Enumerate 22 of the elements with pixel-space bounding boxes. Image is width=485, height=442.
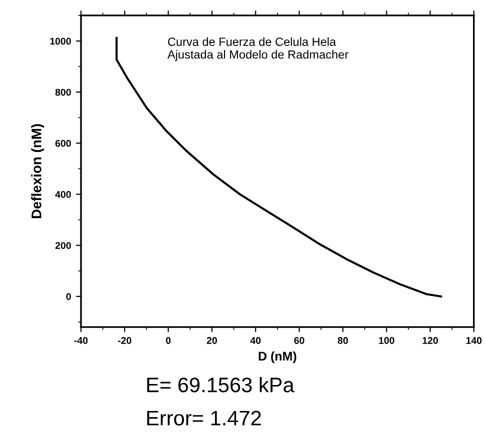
x-tick-label: 80 — [338, 337, 348, 344]
x-tick-label: -20 — [118, 337, 132, 344]
y-tick-label: 400 — [55, 190, 71, 198]
y-tick-label: 0 — [66, 293, 71, 300]
x-tick-label: 60 — [294, 337, 304, 344]
x-tick-label: 140 — [466, 337, 482, 344]
annotation: Curva de Fuerza de Celula Hela Ajustada al Modelo de Radmacher — [167, 37, 348, 62]
y-tick-label: 800 — [55, 88, 71, 96]
y-tick-label: 600 — [55, 140, 71, 147]
x-tick-label: 40 — [250, 337, 261, 344]
y-tick-label: 1000 — [50, 38, 71, 45]
y-axis-title: Deflexion (nM) — [31, 124, 44, 218]
x-axis-title: D (nM) — [258, 351, 296, 364]
x-tick-label: 0 — [166, 337, 171, 344]
line-series — [116, 36, 442, 298]
x-tick-label: 20 — [206, 337, 217, 344]
text: Error= 1.472 — [147, 410, 261, 426]
x-tick-label: 100 — [379, 337, 394, 344]
x-tick-label: -40 — [74, 337, 88, 344]
y-tick-label: 200 — [55, 242, 71, 249]
x-tick-label: 120 — [422, 337, 438, 344]
text: E= 69.1563 kPa — [147, 377, 294, 392]
